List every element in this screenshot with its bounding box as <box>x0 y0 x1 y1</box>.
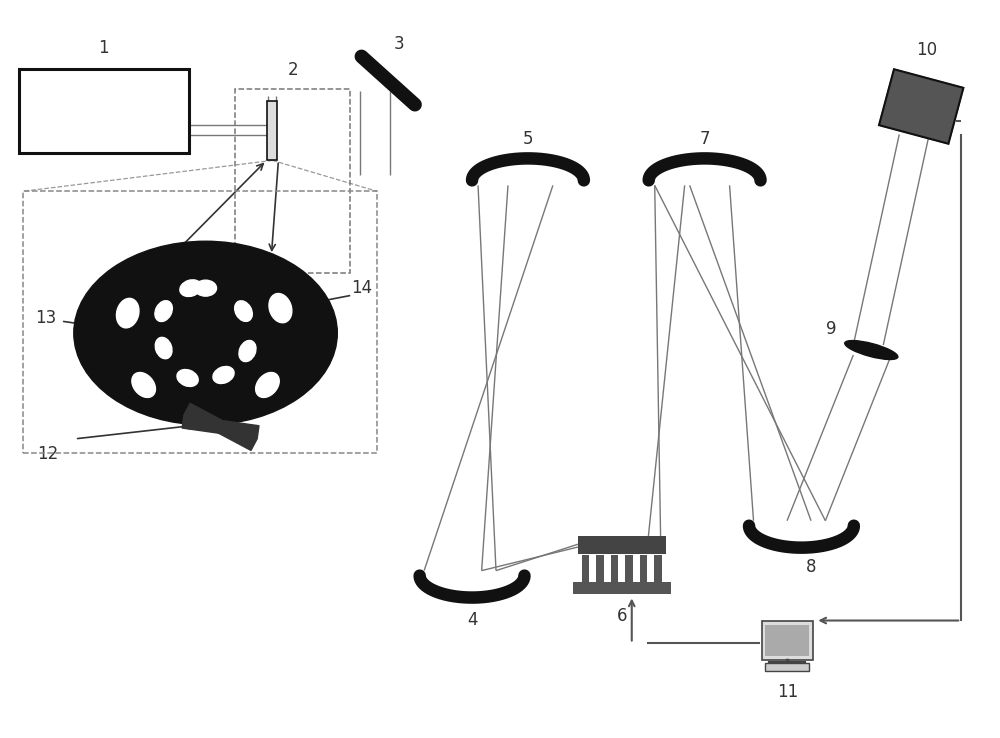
Polygon shape <box>879 69 963 144</box>
Ellipse shape <box>239 340 256 362</box>
Ellipse shape <box>132 373 155 398</box>
Text: 4: 4 <box>467 610 477 629</box>
Ellipse shape <box>177 370 198 387</box>
Ellipse shape <box>235 301 252 322</box>
Text: 9: 9 <box>826 320 836 338</box>
Ellipse shape <box>269 294 292 323</box>
Bar <box>765 663 809 672</box>
Bar <box>23 191 377 453</box>
Bar <box>765 624 809 657</box>
Ellipse shape <box>195 280 217 296</box>
Bar <box>654 555 662 582</box>
Text: 10: 10 <box>916 41 937 58</box>
Ellipse shape <box>213 367 234 384</box>
Text: 2: 2 <box>288 61 298 78</box>
Bar <box>640 555 647 582</box>
Text: 1: 1 <box>98 38 109 57</box>
Text: 5: 5 <box>523 131 533 148</box>
Bar <box>19 69 189 154</box>
Bar <box>582 555 589 582</box>
Bar <box>611 555 618 582</box>
Bar <box>573 582 671 593</box>
Bar <box>267 100 277 160</box>
Text: 8: 8 <box>806 558 817 576</box>
Bar <box>625 555 633 582</box>
Text: 11: 11 <box>777 683 798 701</box>
Ellipse shape <box>845 340 898 359</box>
Bar <box>578 536 666 554</box>
Bar <box>596 555 604 582</box>
Ellipse shape <box>74 241 337 425</box>
Polygon shape <box>182 415 259 438</box>
Text: 12: 12 <box>37 445 58 463</box>
Text: 3: 3 <box>393 35 404 52</box>
Ellipse shape <box>116 298 139 328</box>
Text: 6: 6 <box>617 607 627 624</box>
Text: 14: 14 <box>351 279 372 297</box>
Bar <box>235 89 350 273</box>
Ellipse shape <box>155 337 172 359</box>
Ellipse shape <box>180 280 201 297</box>
Bar <box>762 621 813 661</box>
Ellipse shape <box>256 373 279 398</box>
Ellipse shape <box>155 300 172 322</box>
Text: 13: 13 <box>35 309 56 327</box>
Polygon shape <box>184 404 257 450</box>
Text: 7: 7 <box>699 131 710 148</box>
